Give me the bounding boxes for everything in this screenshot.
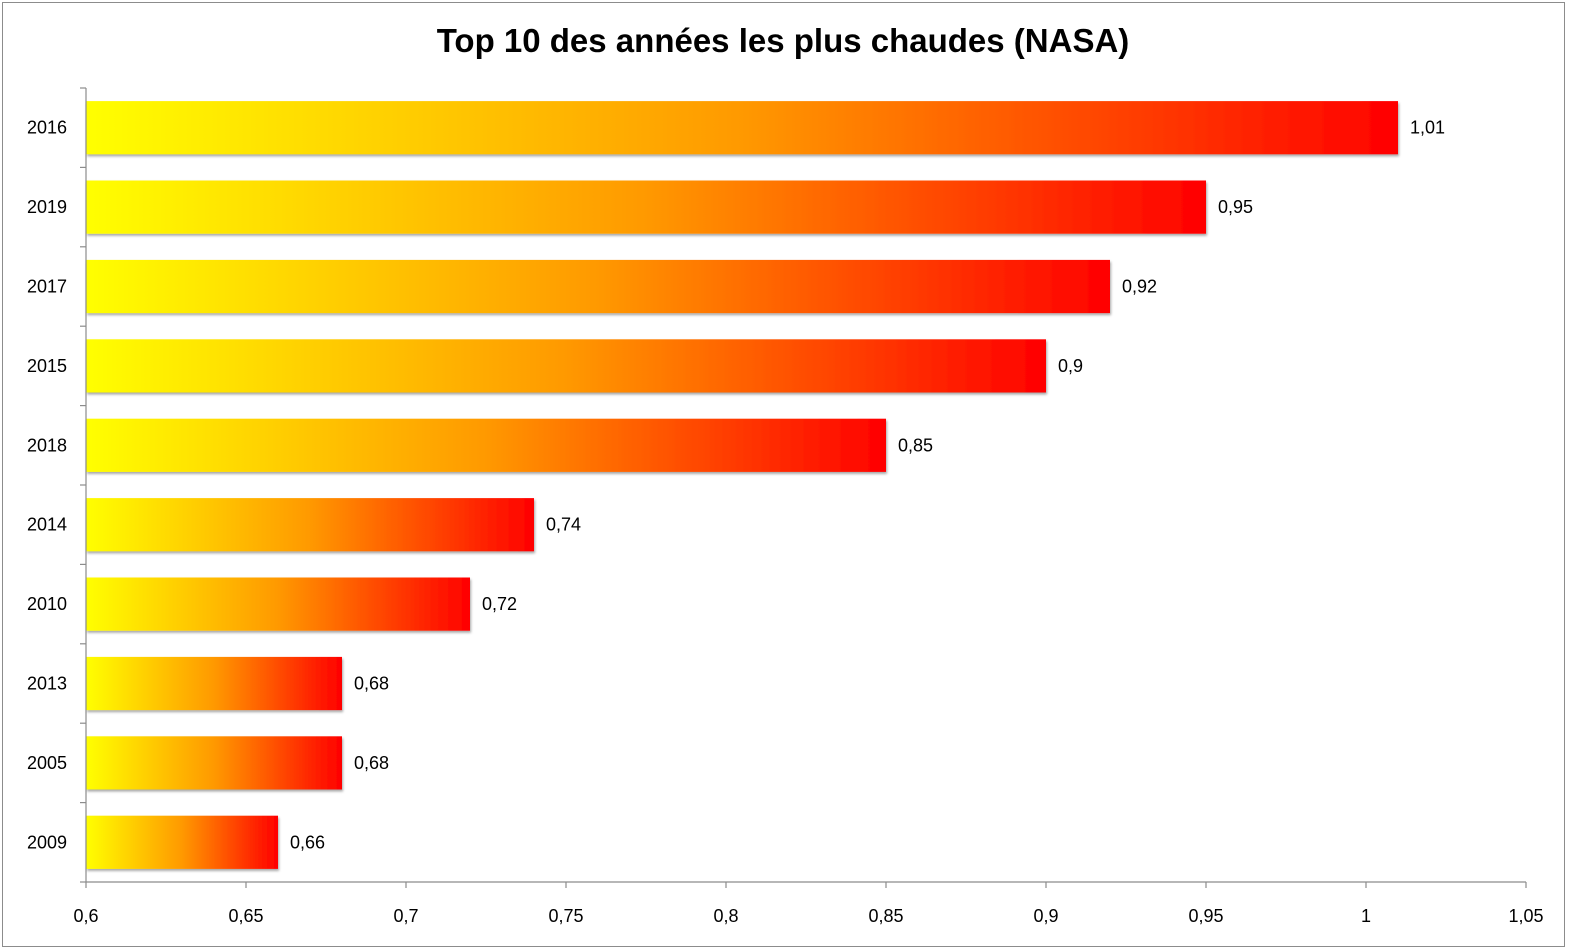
x-tick-label: 0,9	[1033, 906, 1058, 926]
data-label-2009: 0,66	[290, 832, 325, 852]
bar-2005	[86, 736, 342, 790]
data-label-2018: 0,85	[898, 435, 933, 455]
data-label-2019: 0,95	[1218, 197, 1253, 217]
bar-2016	[86, 101, 1398, 155]
data-label-2015: 0,9	[1058, 356, 1083, 376]
bar-2009	[86, 815, 278, 869]
category-label-2010: 2010	[27, 594, 67, 614]
category-label-2016: 2016	[27, 118, 67, 138]
bar-2017	[86, 259, 1110, 314]
x-tick-label: 0,7	[393, 906, 418, 926]
bar-2014	[86, 498, 534, 552]
category-label-2009: 2009	[27, 832, 67, 852]
x-tick-label: 1	[1361, 906, 1371, 926]
category-label-2015: 2015	[27, 356, 67, 376]
bar-2010	[86, 577, 470, 631]
x-tick-label: 0,85	[868, 906, 903, 926]
bar-2015	[86, 339, 1046, 393]
x-tick-label: 0,6	[73, 906, 98, 926]
x-tick-label: 0,8	[713, 906, 738, 926]
data-label-2010: 0,72	[482, 594, 517, 614]
x-tick-label: 1,05	[1508, 906, 1543, 926]
bar-2013	[86, 656, 342, 711]
data-label-2014: 0,74	[546, 515, 581, 535]
x-tick-label: 0,65	[228, 906, 263, 926]
category-label-2018: 2018	[27, 435, 67, 455]
data-label-2013: 0,68	[354, 674, 389, 694]
data-label-2005: 0,68	[354, 753, 389, 773]
data-label-2017: 0,92	[1122, 277, 1157, 297]
category-label-2005: 2005	[27, 753, 67, 773]
category-label-2014: 2014	[27, 515, 67, 535]
bar-2019	[86, 180, 1206, 234]
bar-2018	[86, 418, 886, 472]
category-label-2017: 2017	[27, 277, 67, 297]
category-label-2019: 2019	[27, 197, 67, 217]
category-label-2013: 2013	[27, 674, 67, 694]
x-tick-label: 0,75	[548, 906, 583, 926]
data-label-2016: 1,01	[1410, 118, 1445, 138]
x-tick-label: 0,95	[1188, 906, 1223, 926]
chart-title: Top 10 des années les plus chaudes (NASA…	[436, 22, 1130, 59]
